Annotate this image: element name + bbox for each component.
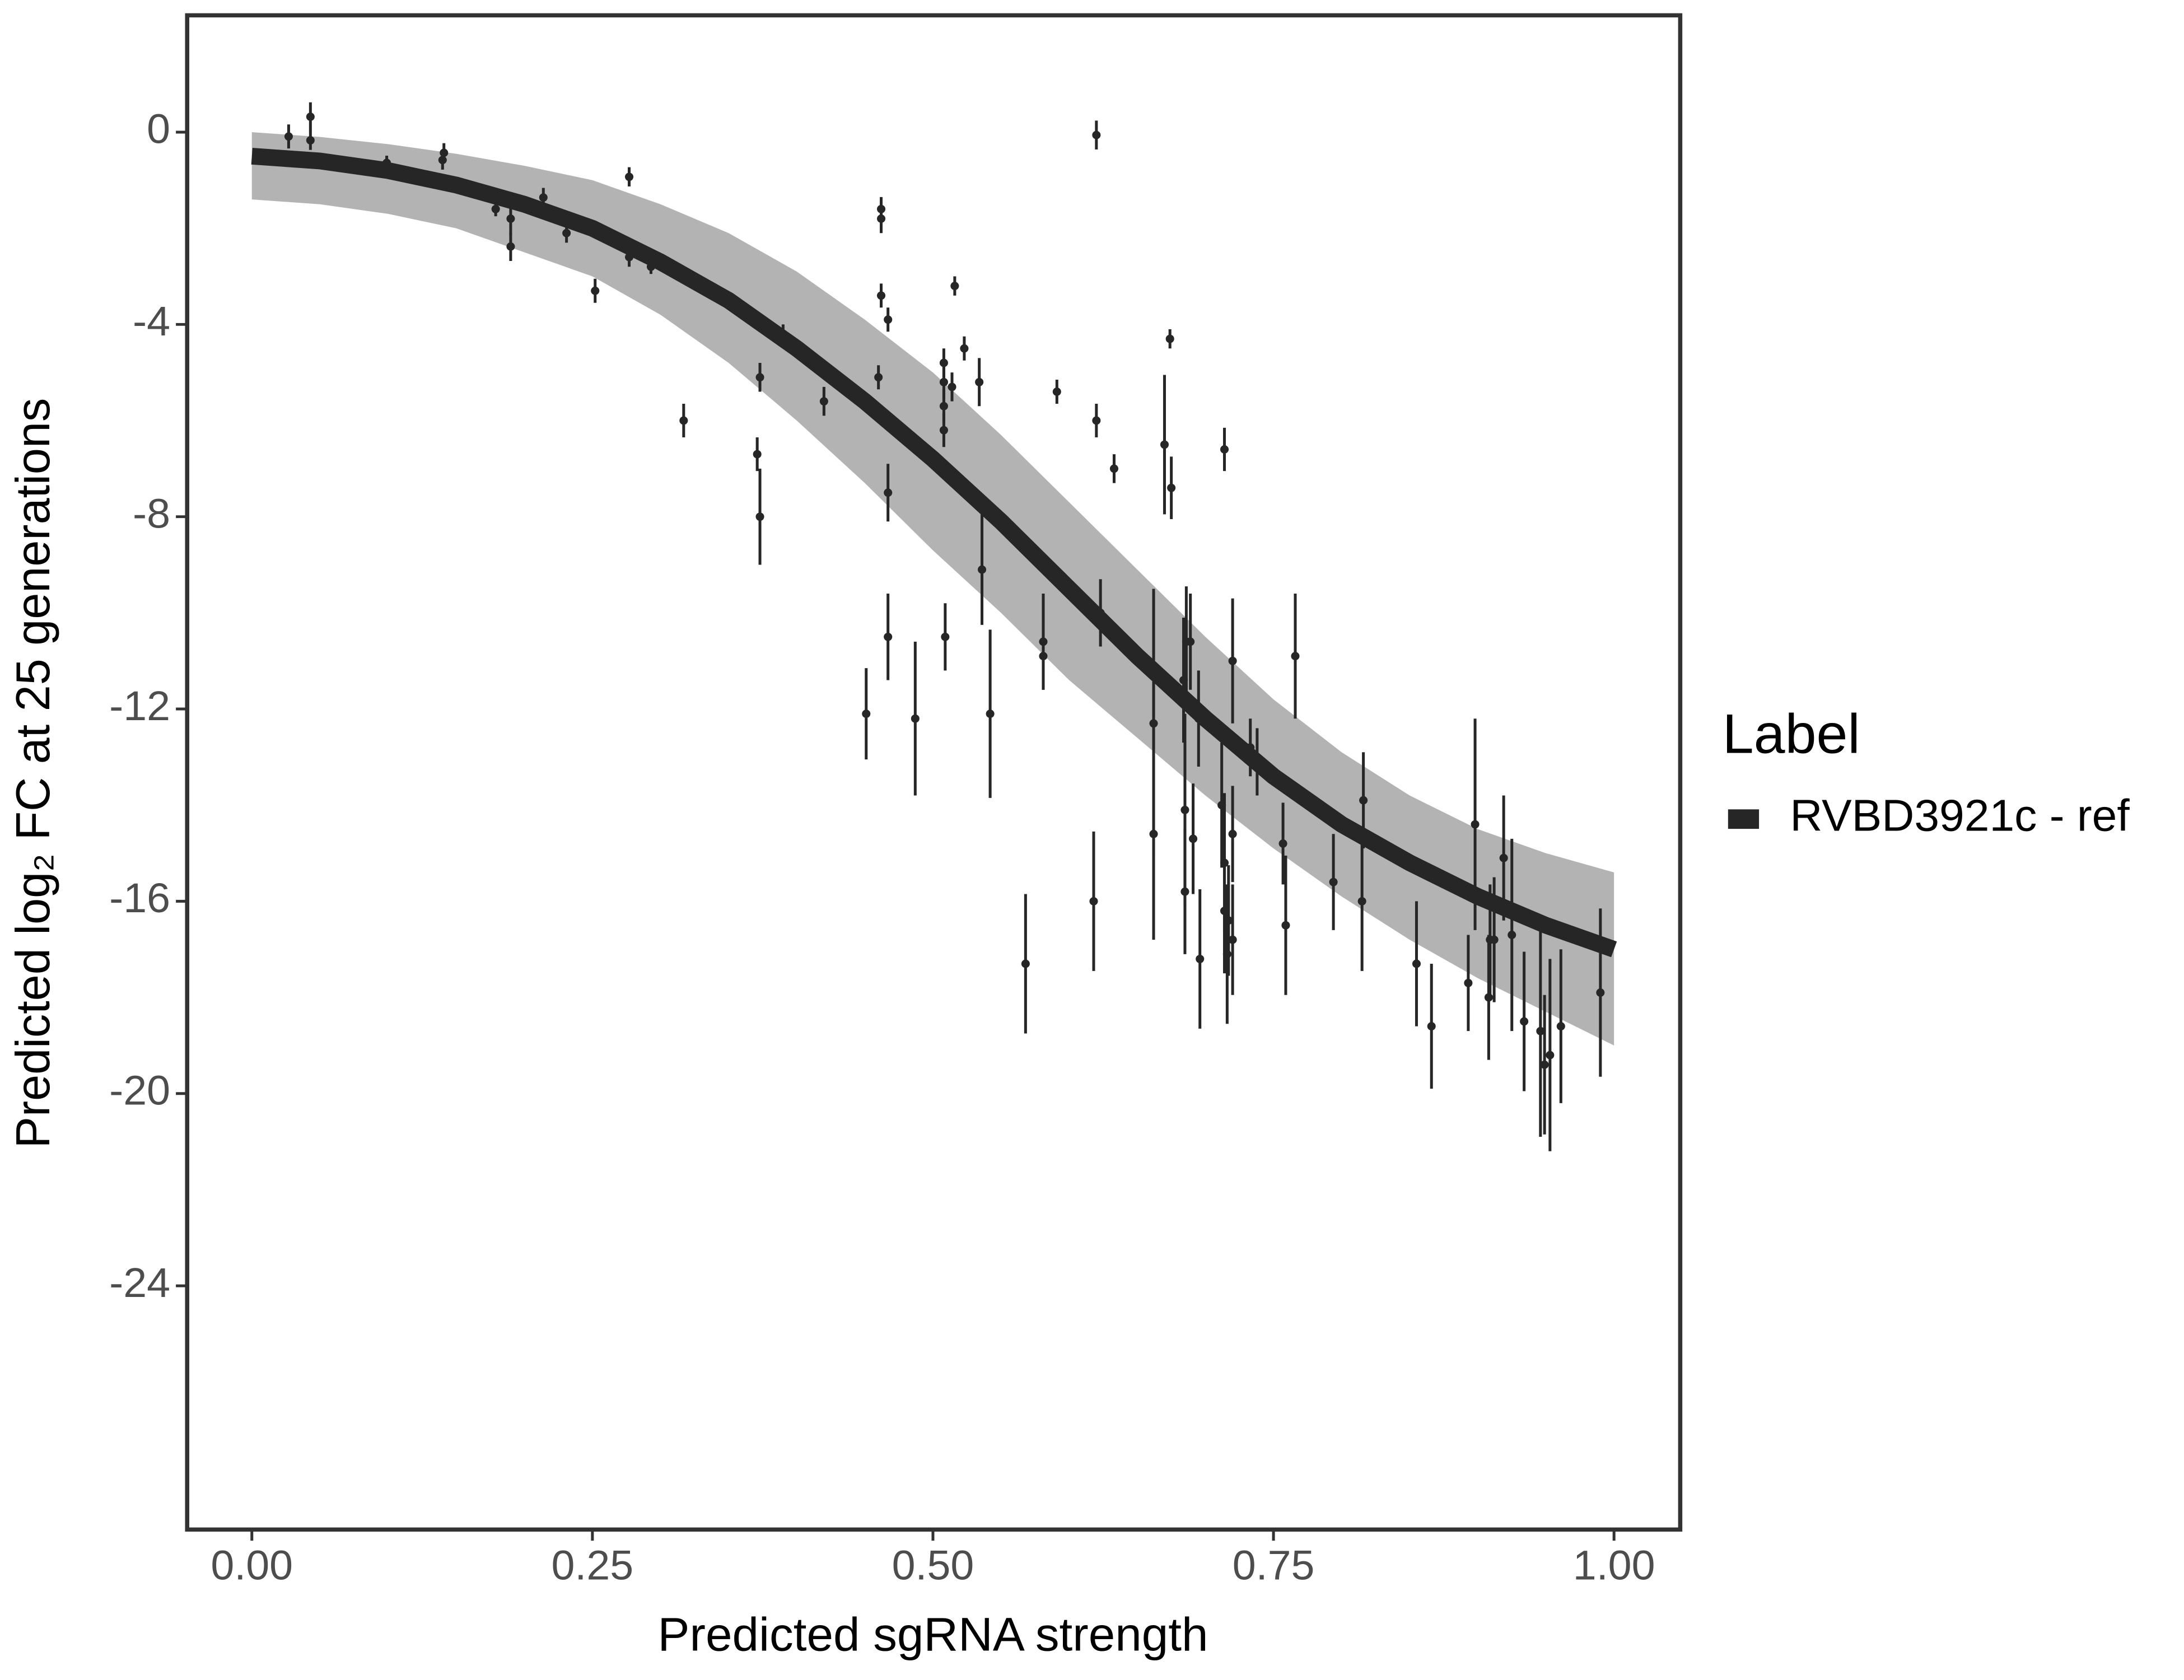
point: [1228, 935, 1237, 944]
point: [939, 377, 948, 386]
point: [1508, 931, 1516, 939]
point: [1180, 887, 1189, 896]
y-tick-label: -4: [133, 297, 170, 344]
point: [1427, 1022, 1436, 1031]
point: [753, 450, 762, 459]
point: [977, 565, 987, 574]
point: [1021, 959, 1030, 968]
point: [306, 136, 315, 145]
point: [1412, 959, 1421, 968]
point: [1471, 820, 1480, 829]
point: [911, 714, 920, 723]
x-axis-title: Predicted sgRNA strength: [658, 1608, 1208, 1662]
point: [1540, 1060, 1549, 1069]
point: [986, 710, 995, 718]
point: [1092, 130, 1101, 139]
point: [539, 193, 548, 202]
point: [1228, 829, 1237, 838]
point: [884, 488, 893, 497]
point: [1160, 440, 1169, 449]
point: [819, 397, 828, 406]
point: [1189, 834, 1198, 843]
y-tick-label: 0: [147, 105, 170, 152]
y-tick-label: -8: [133, 490, 170, 537]
point: [950, 282, 959, 291]
legend-label: RVBD3921c - ref: [1790, 791, 2130, 841]
point: [755, 373, 764, 382]
x-tick-label: 1.00: [1573, 1542, 1655, 1589]
point: [624, 172, 634, 181]
point: [1536, 1026, 1545, 1035]
point: [862, 710, 871, 718]
x-tick-label: 0.75: [1233, 1542, 1315, 1589]
y-tick-label: -20: [109, 1067, 170, 1114]
point: [1596, 988, 1605, 997]
point: [1490, 935, 1499, 944]
point: [440, 148, 449, 157]
point: [1186, 637, 1195, 646]
point: [1149, 719, 1158, 728]
point: [1196, 954, 1205, 963]
point: [939, 426, 948, 435]
point: [876, 204, 886, 213]
point: [591, 286, 600, 295]
y-tick-label: -12: [109, 682, 170, 729]
point: [939, 402, 948, 410]
point: [1224, 916, 1233, 925]
point: [941, 632, 950, 641]
point: [1052, 388, 1061, 396]
point: [1281, 921, 1290, 930]
point: [1329, 878, 1338, 886]
point: [1039, 652, 1048, 661]
point: [1484, 993, 1493, 1002]
point: [306, 113, 315, 121]
plot-frame: [185, 13, 1683, 1532]
point: [960, 344, 969, 353]
point: [284, 132, 293, 141]
point: [1109, 464, 1119, 473]
point: [1165, 334, 1174, 343]
y-tick-label: -24: [109, 1259, 170, 1306]
point: [562, 228, 571, 237]
point: [1291, 652, 1300, 661]
point: [939, 358, 948, 367]
point: [884, 315, 893, 324]
legend-key: [1728, 809, 1760, 829]
point: [884, 632, 893, 641]
point: [975, 377, 984, 386]
point: [1499, 853, 1508, 862]
y-tick-label: -16: [109, 874, 170, 921]
point: [1180, 805, 1189, 814]
point: [1089, 897, 1098, 906]
x-tick-label: 0.50: [892, 1542, 974, 1589]
point: [1464, 978, 1473, 987]
point: [948, 382, 956, 391]
point: [1220, 445, 1229, 454]
point: [491, 204, 500, 213]
point: [755, 512, 764, 521]
point: [1357, 897, 1366, 906]
x-tick-label: 0.00: [211, 1542, 293, 1589]
point: [1556, 1022, 1565, 1031]
point: [506, 214, 515, 223]
point: [506, 242, 515, 251]
point: [1228, 656, 1237, 665]
point: [1167, 483, 1176, 492]
point: [1359, 796, 1368, 805]
point: [1546, 1051, 1555, 1060]
legend-title: Label: [1723, 703, 1860, 765]
fit-line: [251, 147, 1617, 958]
point: [1278, 839, 1287, 848]
point: [1520, 1017, 1529, 1026]
point: [876, 291, 886, 300]
point: [679, 416, 688, 425]
point: [874, 373, 883, 382]
y-axis-title: Predicted log₂ FC at 25 generations: [7, 398, 60, 1149]
x-tick-label: 0.25: [551, 1542, 633, 1589]
ribbon: [251, 132, 1614, 1046]
point: [1092, 416, 1101, 425]
